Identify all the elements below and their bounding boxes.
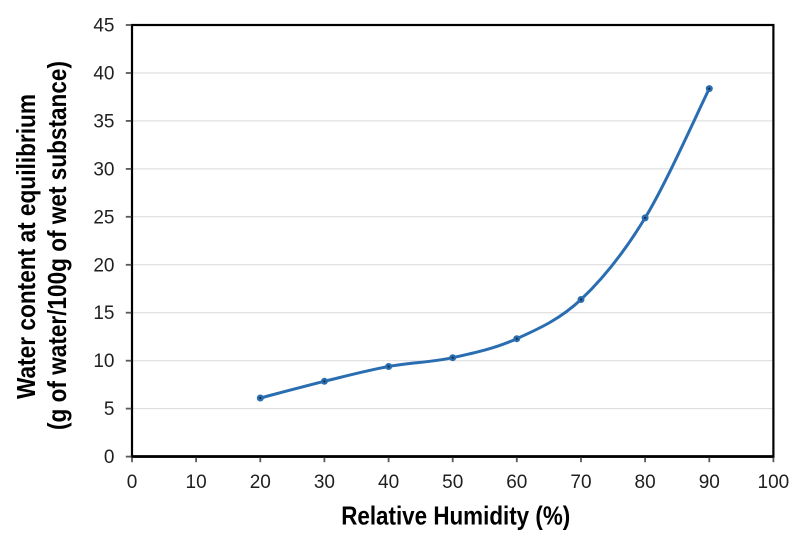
- svg-text:20: 20: [250, 472, 271, 493]
- svg-text:30: 30: [314, 472, 335, 493]
- svg-text:40: 40: [378, 472, 399, 493]
- svg-text:60: 60: [506, 472, 527, 493]
- svg-text:30: 30: [93, 159, 114, 180]
- svg-text:70: 70: [570, 472, 591, 493]
- svg-text:0: 0: [104, 447, 115, 468]
- svg-text:10: 10: [186, 472, 207, 493]
- svg-text:45: 45: [93, 16, 114, 37]
- svg-text:10: 10: [93, 351, 114, 372]
- svg-text:Relative Humidity (%): Relative Humidity (%): [341, 500, 570, 530]
- svg-text:90: 90: [699, 472, 720, 493]
- svg-text:15: 15: [93, 303, 114, 324]
- svg-text:20: 20: [93, 255, 114, 276]
- svg-text:0: 0: [127, 472, 138, 493]
- svg-text:Water content at equilibrium: Water content at equilibrium: [11, 94, 41, 399]
- svg-text:40: 40: [93, 64, 114, 85]
- svg-text:5: 5: [104, 399, 115, 420]
- svg-text:80: 80: [635, 472, 656, 493]
- svg-text:(g of water/100g of wet substa: (g of water/100g of wet substance): [42, 61, 72, 430]
- svg-text:25: 25: [93, 207, 114, 228]
- svg-text:50: 50: [442, 472, 463, 493]
- svg-text:35: 35: [93, 111, 114, 132]
- svg-text:100: 100: [758, 472, 790, 493]
